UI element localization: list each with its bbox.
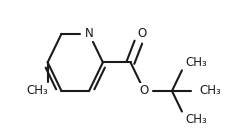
Text: CH₃: CH₃ — [186, 113, 208, 126]
Text: CH₃: CH₃ — [186, 56, 208, 69]
Text: O: O — [137, 27, 146, 40]
Text: CH₃: CH₃ — [200, 84, 221, 97]
Text: O: O — [140, 84, 149, 97]
Text: CH₃: CH₃ — [26, 84, 48, 97]
Text: N: N — [85, 27, 94, 40]
